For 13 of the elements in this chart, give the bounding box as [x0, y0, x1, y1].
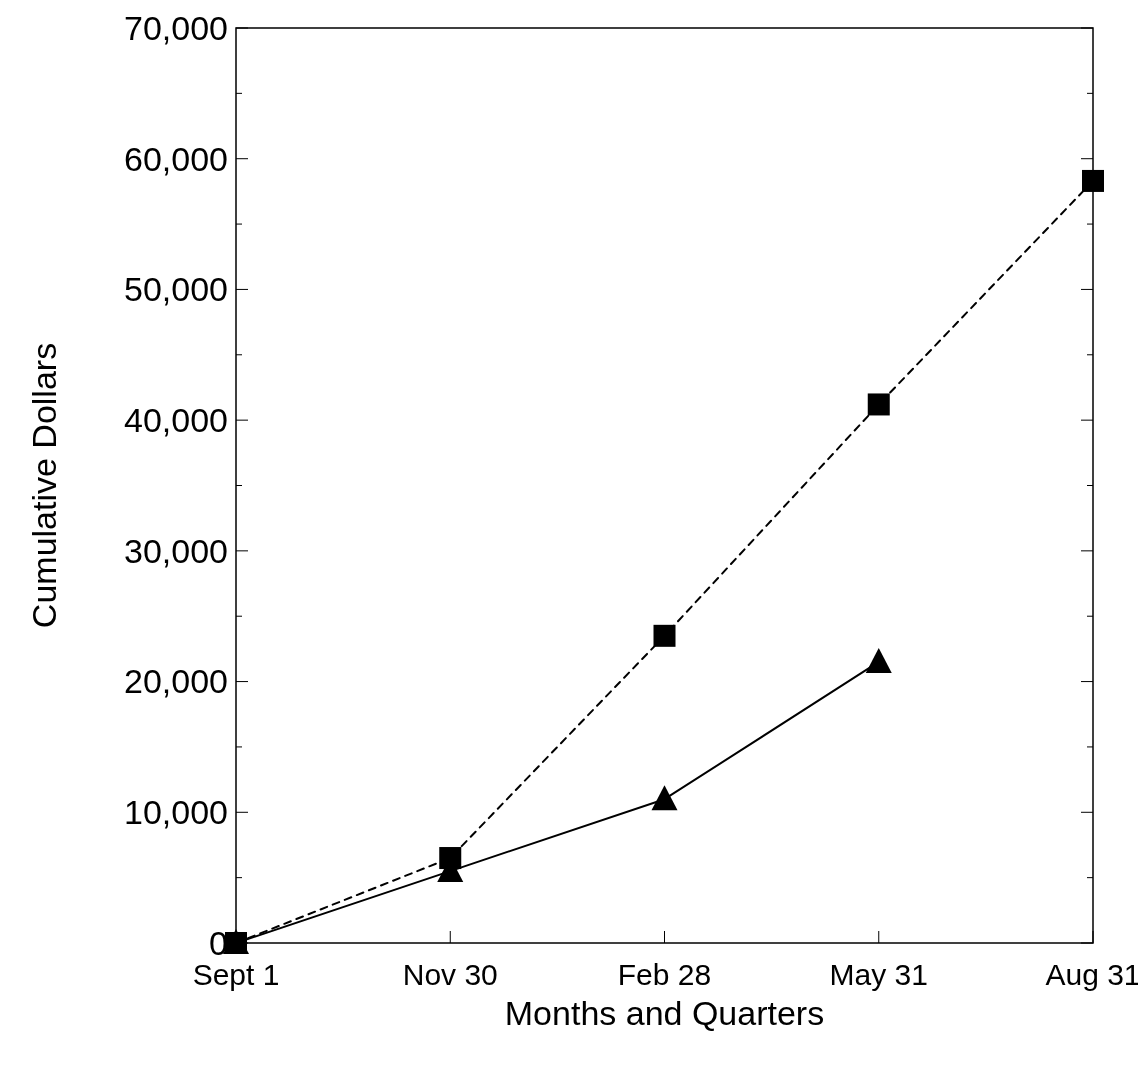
- y-tick-label: 40,000: [124, 401, 228, 440]
- x-tick-label: Feb 28: [617, 958, 712, 991]
- x-tick-label: Sept 1: [192, 958, 280, 991]
- y-tick-label: 30,000: [124, 531, 228, 570]
- y-axis-title: Cumulative Dollars: [25, 342, 63, 629]
- x-axis-title: Months and Quarters: [504, 994, 825, 1032]
- x-tick-label: Nov 30: [402, 958, 498, 991]
- x-tick-label: May 31: [829, 958, 928, 991]
- y-tick-label: 60,000: [124, 139, 228, 178]
- y-tick-label: 70,000: [124, 8, 228, 47]
- y-tick-label: 50,000: [124, 270, 228, 309]
- y-tick-label: 10,000: [124, 793, 228, 832]
- y-tick-label: 20,000: [124, 662, 228, 701]
